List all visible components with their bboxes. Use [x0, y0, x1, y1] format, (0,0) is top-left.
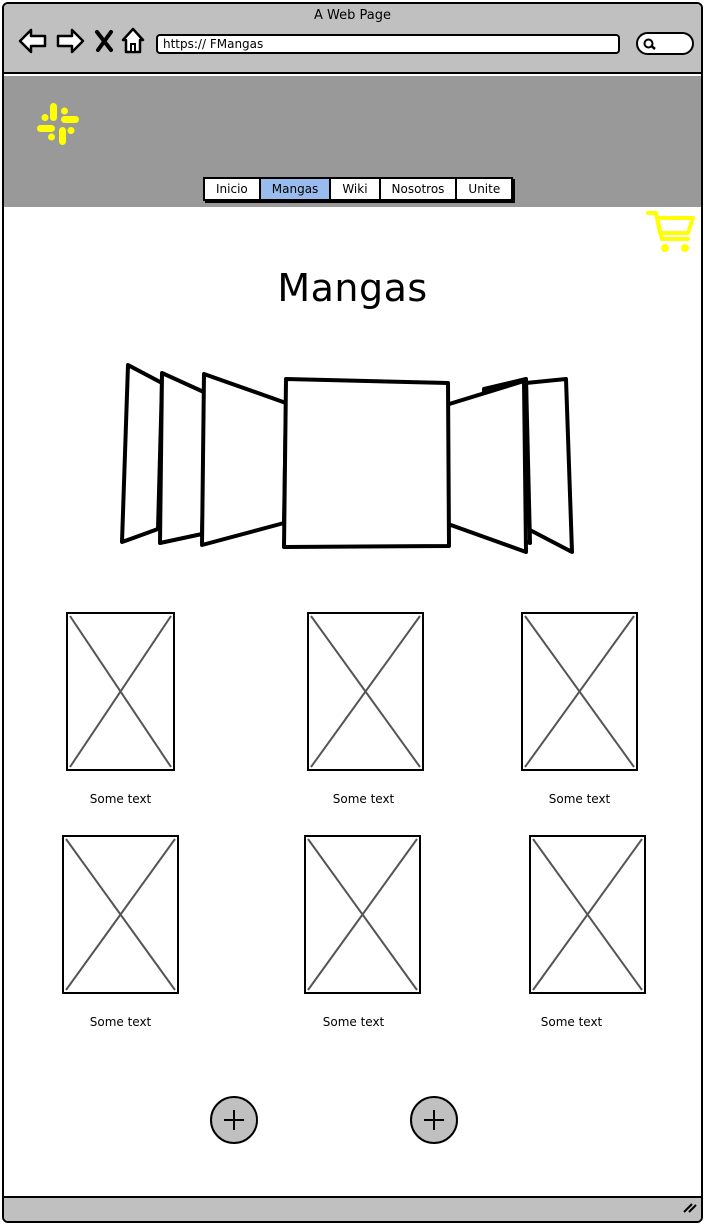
manga-caption: Some text [66, 792, 175, 806]
resize-grip-icon[interactable] [681, 1199, 697, 1218]
main-nav: Inicio Mangas Wiki Nosotros Unite [203, 177, 513, 201]
search-icon [643, 38, 657, 50]
browser-search-button[interactable] [636, 32, 694, 55]
carousel-slide-center [284, 379, 449, 547]
shopping-cart-icon[interactable] [646, 209, 696, 259]
manga-caption: Some text [521, 792, 638, 806]
carousel-slide-right-1 [446, 381, 526, 552]
image-placeholder [521, 612, 638, 771]
manga-caption: Some text [513, 1015, 630, 1029]
image-placeholder [307, 612, 424, 771]
image-placeholder [304, 835, 421, 994]
tab-unite[interactable]: Unite [457, 179, 511, 199]
carousel-slide-left-1 [202, 374, 286, 545]
browser-chrome: A Web Page https:// FMangas [4, 4, 701, 74]
plus-icon [222, 1108, 246, 1132]
logo-icon[interactable] [36, 102, 80, 150]
carousel-slide-left-3 [122, 365, 162, 542]
manga-caption: Some text [305, 792, 422, 806]
image-placeholder [62, 835, 179, 994]
cover-flow-carousel[interactable] [114, 359, 614, 563]
window-title: A Web Page [4, 8, 701, 23]
back-arrow-icon[interactable] [18, 26, 48, 56]
forward-arrow-icon[interactable] [55, 26, 85, 56]
page-title: Mangas [4, 266, 701, 310]
tab-inicio[interactable]: Inicio [205, 179, 261, 199]
home-icon[interactable] [118, 26, 148, 56]
tab-wiki[interactable]: Wiki [331, 179, 380, 199]
url-input[interactable]: https:// FMangas [156, 34, 620, 54]
carousel-slide-right-3 [526, 379, 572, 552]
tab-nosotros[interactable]: Nosotros [381, 179, 458, 199]
manga-caption: Some text [62, 1015, 179, 1029]
add-button[interactable] [210, 1096, 258, 1144]
status-bar [4, 1196, 701, 1221]
manga-caption: Some text [295, 1015, 412, 1029]
plus-icon [422, 1108, 446, 1132]
image-placeholder [66, 612, 175, 771]
tab-mangas[interactable]: Mangas [261, 179, 332, 199]
carousel-slide-left-2 [160, 373, 206, 543]
site-header: Inicio Mangas Wiki Nosotros Unite [4, 76, 701, 207]
add-button[interactable] [410, 1096, 458, 1144]
image-placeholder [529, 835, 646, 994]
